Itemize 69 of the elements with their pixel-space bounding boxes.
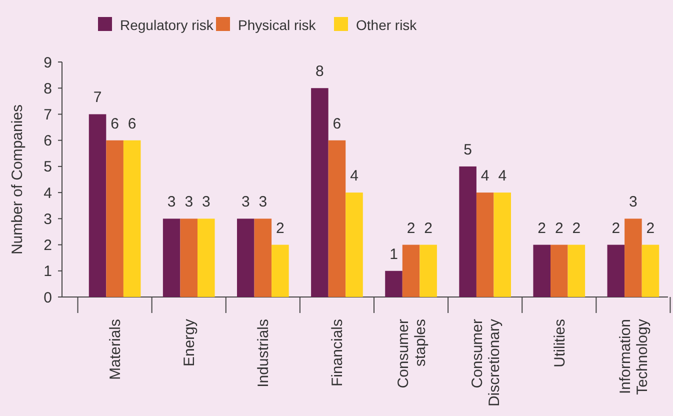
bar <box>106 140 124 297</box>
bar <box>624 218 642 297</box>
data-label: 3 <box>167 194 176 211</box>
data-label: 3 <box>258 194 268 211</box>
data-label: 7 <box>93 89 102 106</box>
bar <box>459 166 476 297</box>
data-label: 1 <box>390 246 398 263</box>
data-label: 3 <box>241 194 250 211</box>
data-label: 2 <box>572 220 581 237</box>
y-axis-title: Number of Companies <box>9 104 26 255</box>
y-tick-label: 2 <box>44 237 52 254</box>
bar <box>198 218 215 297</box>
data-label: 6 <box>332 115 342 132</box>
data-label: 4 <box>350 168 358 185</box>
x-tick-label: Energy <box>181 318 198 367</box>
data-label: 3 <box>184 194 194 211</box>
data-label: 2 <box>276 220 284 237</box>
data-label: 8 <box>316 63 324 80</box>
y-tick-label: 7 <box>44 106 52 124</box>
bar <box>236 218 254 297</box>
bar <box>550 244 568 297</box>
y-tick-label: 3 <box>44 210 52 228</box>
bar <box>123 140 141 297</box>
x-tick-label: Industrials <box>255 319 272 388</box>
y-tick-label: 4 <box>44 184 52 202</box>
data-label: 6 <box>128 115 136 132</box>
data-label: 2 <box>406 220 416 237</box>
bar <box>88 114 106 297</box>
x-tick-label: Utilities <box>551 319 568 368</box>
bar <box>328 140 346 297</box>
bar <box>311 88 328 297</box>
legend-label: Regulatory risk <box>120 16 214 33</box>
bar <box>162 218 180 297</box>
bar <box>346 192 363 297</box>
data-label: 2 <box>424 220 432 237</box>
bar <box>607 244 625 297</box>
data-label: 3 <box>202 194 210 211</box>
y-tick-label: 1 <box>44 263 52 280</box>
data-label: 2 <box>554 220 564 237</box>
bar <box>568 244 586 297</box>
data-label: 3 <box>629 194 638 211</box>
bar <box>420 244 437 297</box>
bar <box>642 244 660 297</box>
bar <box>533 244 550 297</box>
bar <box>272 244 289 297</box>
y-tick-label: 5 <box>44 158 52 176</box>
bar <box>402 244 420 297</box>
bar <box>385 270 402 297</box>
data-label: 2 <box>612 220 620 237</box>
data-label: 2 <box>538 220 546 237</box>
x-tick-label: Consumer staples <box>394 319 429 388</box>
data-label: 2 <box>646 220 655 237</box>
bar <box>254 218 272 297</box>
x-tick-label: Financials <box>329 319 346 387</box>
legend-label: Physical risk <box>238 16 317 33</box>
data-label: 4 <box>480 168 490 185</box>
bar <box>476 192 494 297</box>
x-tick-label: Information Technology <box>616 318 651 395</box>
bar <box>494 192 512 297</box>
data-label: 6 <box>110 115 119 132</box>
y-tick-label: 8 <box>44 80 52 98</box>
data-label: 4 <box>498 168 507 185</box>
y-tick-label: 0 <box>44 289 52 306</box>
x-tick-label: Materials <box>107 319 124 380</box>
y-tick-label: 9 <box>44 54 52 72</box>
data-label: 5 <box>464 141 472 158</box>
legend-label: Other risk <box>356 16 418 33</box>
y-tick-label: 6 <box>44 132 52 150</box>
bar <box>180 218 198 297</box>
